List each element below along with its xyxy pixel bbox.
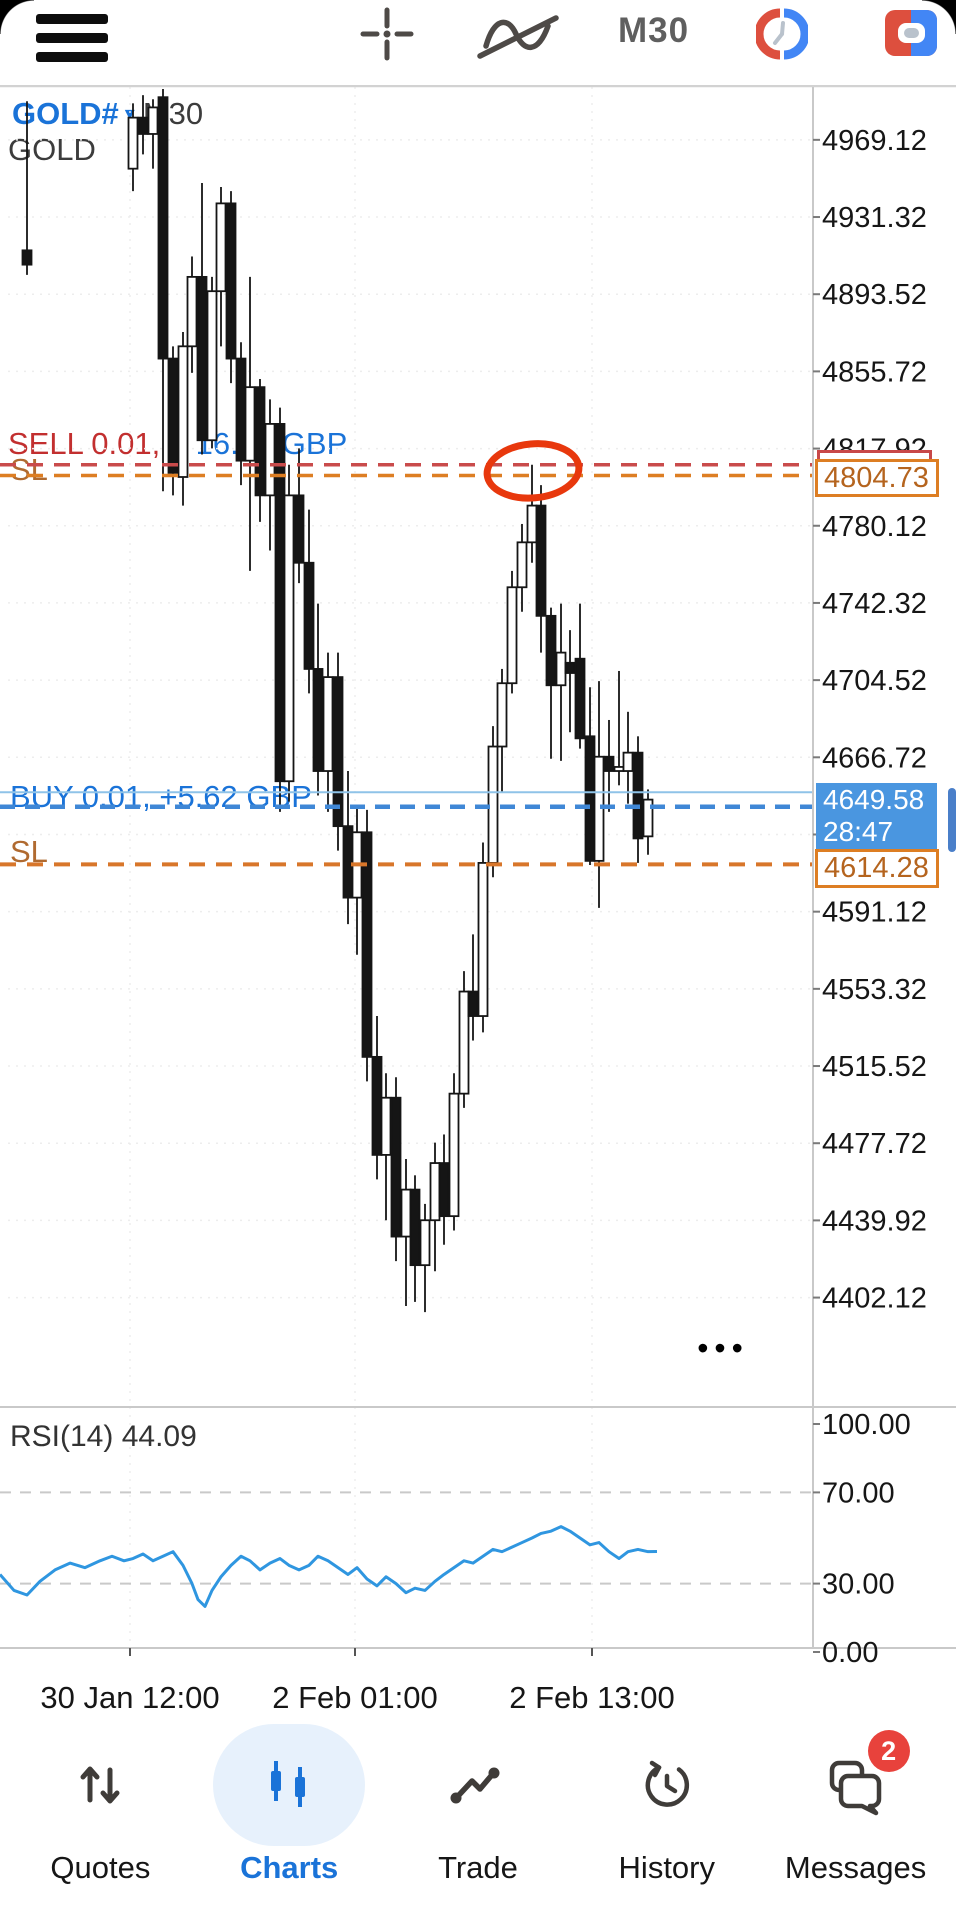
price-axis-label: 4931.32 bbox=[822, 202, 927, 234]
price-axis-label: 4477.72 bbox=[822, 1128, 927, 1160]
arrows-up-down-icon bbox=[80, 1766, 120, 1804]
price-axis-label: 4969.12 bbox=[822, 125, 927, 157]
trading-sessions-icon[interactable] bbox=[756, 8, 808, 60]
bottom-navigation: Quotes Charts Trade History 2 Messages bbox=[0, 1712, 956, 1892]
rsi-axis-label: 30.00 bbox=[822, 1569, 895, 1601]
sell-stoploss-price-marker[interactable]: 4804.73 bbox=[815, 459, 939, 497]
icon-wrap bbox=[24, 1724, 176, 1846]
icon-wrap bbox=[591, 1724, 743, 1846]
crosshair-icon[interactable] bbox=[358, 6, 416, 62]
price-axis-label: 4780.12 bbox=[822, 511, 927, 543]
hand-drawn-circle-annotation bbox=[483, 440, 583, 502]
price-axis-label: 4855.72 bbox=[822, 356, 927, 388]
rsi-line-series bbox=[0, 1525, 658, 1608]
trend-dots-icon bbox=[450, 1767, 500, 1804]
price-axis-label: 4742.32 bbox=[822, 588, 927, 620]
current-price-value: 4649.58 bbox=[823, 784, 925, 815]
price-axis-label: 4591.12 bbox=[822, 897, 927, 929]
nav-item-label: Trade bbox=[438, 1850, 518, 1885]
price-chart[interactable]: 4969.124931.324893.524855.724817.924780.… bbox=[0, 0, 956, 1740]
price-axis-label: 4553.32 bbox=[822, 974, 927, 1006]
menu-icon[interactable] bbox=[34, 12, 110, 66]
nav-item-label: Charts bbox=[240, 1850, 339, 1885]
icon-wrap: 2 bbox=[780, 1724, 932, 1846]
nav-item-label: Messages bbox=[784, 1850, 927, 1885]
time-axis-label: 30 Jan 12:00 bbox=[40, 1680, 219, 1715]
clock-history-icon bbox=[645, 1760, 689, 1807]
nav-item-trade[interactable]: Trade bbox=[390, 1712, 566, 1886]
symbol-name: GOLD# bbox=[12, 96, 119, 131]
time-axis-label: 2 Feb 01:00 bbox=[272, 1680, 437, 1715]
scrollbar-thumb[interactable] bbox=[948, 788, 956, 852]
active-tab-pill bbox=[213, 1724, 366, 1846]
timeframe-button[interactable]: M30 bbox=[618, 11, 690, 50]
price-axis-label: 4893.52 bbox=[822, 279, 927, 311]
sell-stoploss-tag: SL bbox=[10, 452, 48, 487]
nav-item-messages[interactable]: 2 Messages bbox=[768, 1712, 944, 1886]
price-axis-label: 4439.92 bbox=[822, 1205, 927, 1237]
indicator-more-button[interactable]: ••• bbox=[697, 1330, 749, 1366]
symbol-description: GOLD bbox=[8, 132, 96, 167]
rsi-axis-label: 70.00 bbox=[822, 1477, 895, 1509]
bar-countdown-timer: 28:47 bbox=[823, 816, 894, 847]
screen-corner bbox=[0, 0, 34, 34]
chat-bubbles-icon bbox=[829, 1760, 881, 1816]
candles-icon bbox=[271, 1761, 306, 1807]
nav-item-history[interactable]: History bbox=[579, 1712, 755, 1886]
time-axis-label: 2 Feb 13:00 bbox=[509, 1680, 674, 1715]
nav-item-charts[interactable]: Charts bbox=[201, 1712, 377, 1886]
rsi-axis-label: 0.00 bbox=[822, 1637, 878, 1669]
price-axis-label: 4515.52 bbox=[822, 1051, 927, 1083]
price-axis-label: 4666.72 bbox=[822, 742, 927, 774]
screen-corner bbox=[922, 0, 956, 34]
current-price-marker: 4649.58 28:47 bbox=[816, 783, 937, 849]
rsi-axis-label: 100.00 bbox=[822, 1409, 911, 1441]
icon-wrap bbox=[402, 1724, 554, 1846]
unread-count-badge: 2 bbox=[867, 1730, 910, 1772]
rsi-indicator-label: RSI(14) 44.09 bbox=[10, 1420, 197, 1453]
top-toolbar: M30 bbox=[0, 0, 956, 85]
nav-item-label: History bbox=[618, 1850, 715, 1885]
chevron-down-icon: ▾ bbox=[124, 103, 135, 125]
buy-stoploss-price-marker[interactable]: 4614.28 bbox=[815, 849, 939, 888]
price-axis-label: 4402.12 bbox=[822, 1283, 927, 1315]
price-axis-label: 4704.52 bbox=[822, 665, 927, 697]
nav-item-label: Quotes bbox=[50, 1850, 151, 1885]
nav-item-quotes[interactable]: Quotes bbox=[12, 1712, 188, 1886]
sell-position-volume: SELL 0.01, bbox=[8, 426, 161, 461]
symbol-selector[interactable]: GOLD# ▾ M30 bbox=[12, 96, 203, 132]
indicators-icon[interactable] bbox=[470, 6, 566, 64]
candles-series bbox=[21, 89, 654, 1313]
